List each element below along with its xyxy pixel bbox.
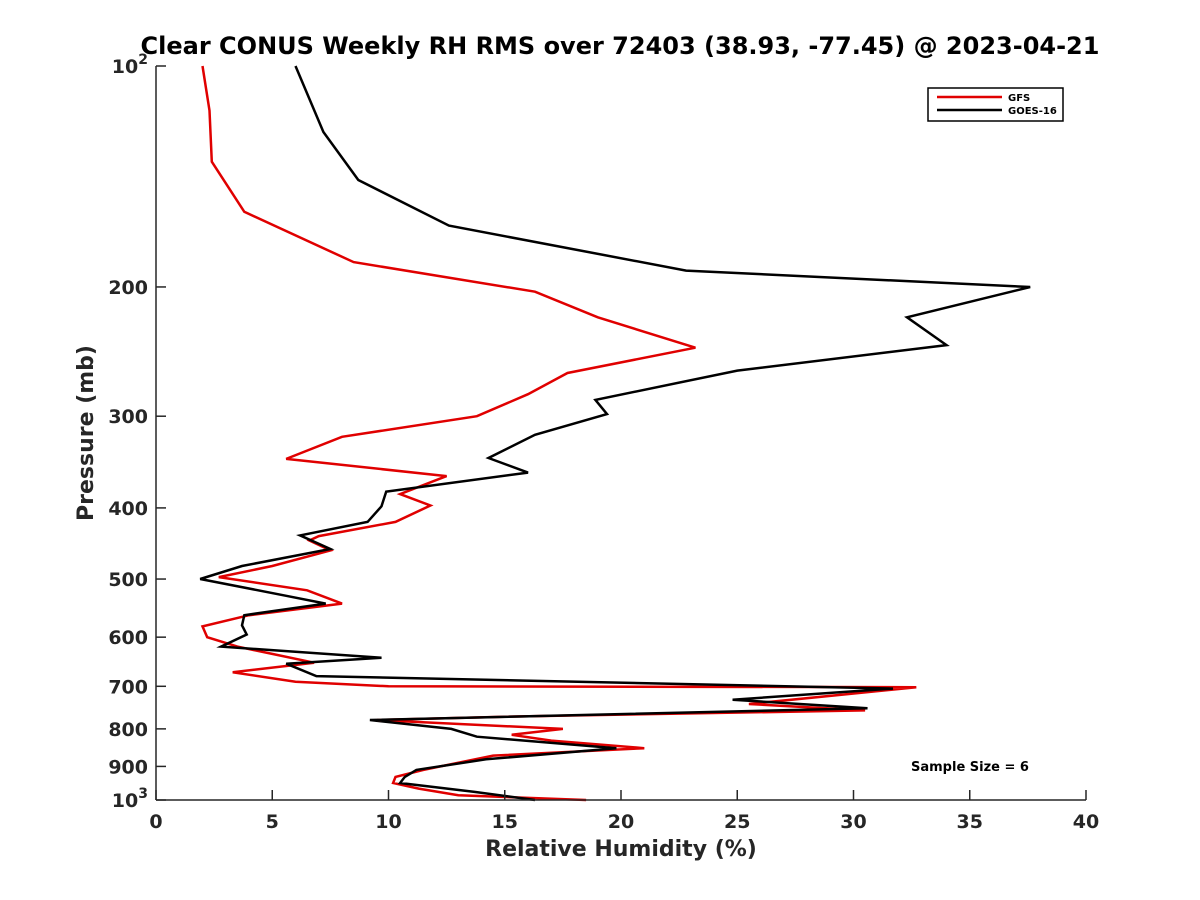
x-ticks: 0 5 10 15 20 25 30 35 40 — [149, 790, 1099, 833]
x-tick-label: 20 — [608, 811, 634, 833]
legend-box — [927, 87, 1064, 122]
y-tick-label: 700 — [108, 676, 148, 698]
y-tick-label: 500 — [108, 569, 148, 591]
x-tick-label: 5 — [266, 811, 279, 833]
y-tick-label: 800 — [108, 719, 148, 741]
x-tick-label: 10 — [375, 811, 401, 833]
series-line-gfs — [200, 65, 917, 802]
legend: GFS GOES-16 — [927, 87, 1064, 122]
x-tick-label: 30 — [840, 811, 866, 833]
series-layer — [199, 65, 1031, 802]
legend-label-goes16: GOES-16 — [1008, 106, 1057, 117]
series-line-goes-16 — [199, 65, 1031, 802]
y-tick-label: 103 — [112, 786, 148, 812]
y-tick-label: 102 — [112, 52, 148, 78]
sample-size-annotation: Sample Size = 6 — [911, 760, 1029, 775]
x-tick-label: 35 — [957, 811, 983, 833]
y-tick-label: 200 — [108, 277, 148, 299]
legend-label-gfs: GFS — [1008, 93, 1030, 104]
x-axis-label: Relative Humidity (%) — [485, 837, 757, 862]
x-tick-label: 25 — [724, 811, 750, 833]
y-ticks: 102 200 300 400 500 600 700 800 900 103 — [108, 52, 166, 812]
y-tick-label: 900 — [108, 756, 148, 778]
chart-title: Clear CONUS Weekly RH RMS over 72403 (38… — [141, 32, 1100, 60]
y-tick-label: 600 — [108, 627, 148, 649]
y-tick-label: 400 — [108, 498, 148, 520]
x-tick-label: 40 — [1073, 811, 1099, 833]
y-tick-label: 300 — [108, 406, 148, 428]
x-tick-label: 0 — [149, 811, 162, 833]
x-tick-label: 15 — [492, 811, 518, 833]
y-axis-label: Pressure (mb) — [74, 345, 99, 521]
